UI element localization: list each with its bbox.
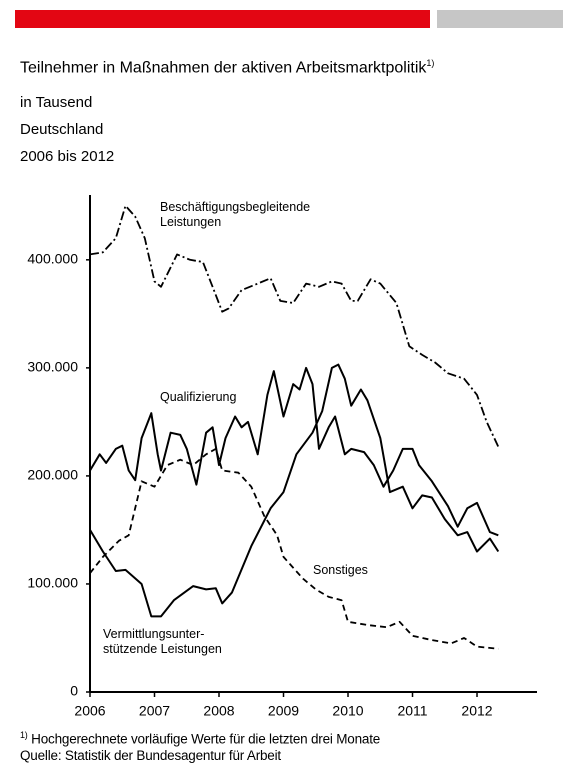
subtitle: in Tausend	[20, 94, 93, 111]
x-tick-label: 2007	[139, 703, 170, 719]
footnote-marker: 1)	[20, 730, 28, 740]
header-bar	[15, 10, 430, 28]
x-tick-label: 2009	[268, 703, 299, 719]
series-label: Vermittlungsunter-stützende Leistungen	[103, 627, 222, 656]
series-line	[89, 448, 499, 650]
series-label: Sonstiges	[313, 563, 368, 577]
y-tick-label: 300.000	[27, 359, 78, 375]
y-tick-label: 0	[70, 683, 78, 699]
series-label: Qualifizierung	[160, 390, 237, 404]
y-tick-label: 200.000	[27, 467, 78, 483]
footnote: 1) Hochgerechnete vorläufige Werte für d…	[20, 730, 380, 747]
subtitle: 2006 bis 2012	[20, 148, 115, 165]
footnote-text: Hochgerechnete vorläufige Werte für die …	[31, 731, 381, 747]
x-tick-label: 2006	[74, 703, 105, 719]
title-block: Teilnehmer in Maßnahmen der aktiven Arbe…	[20, 58, 434, 77]
header-bar-grey	[437, 10, 563, 28]
subtitle: Deutschland	[20, 121, 104, 138]
series-line	[89, 204, 500, 448]
source: Quelle: Statistik der Bundesagentur für …	[20, 748, 281, 763]
series-line	[89, 366, 499, 537]
y-tick-label: 100.000	[27, 575, 78, 591]
x-tick-label: 2011	[397, 703, 427, 719]
chart-title: Teilnehmer in Maßnahmen der aktiven Arbe…	[20, 59, 427, 77]
y-tick-label: 400.000	[27, 251, 78, 267]
x-tick-label: 2012	[461, 703, 492, 719]
series-label: Beschäftigungsbegleitende Leistungen	[160, 200, 311, 229]
x-tick-label: 2010	[332, 703, 363, 719]
series-line	[89, 363, 500, 618]
title-note: 1)	[426, 58, 435, 68]
x-tick-label: 2008	[203, 703, 234, 719]
